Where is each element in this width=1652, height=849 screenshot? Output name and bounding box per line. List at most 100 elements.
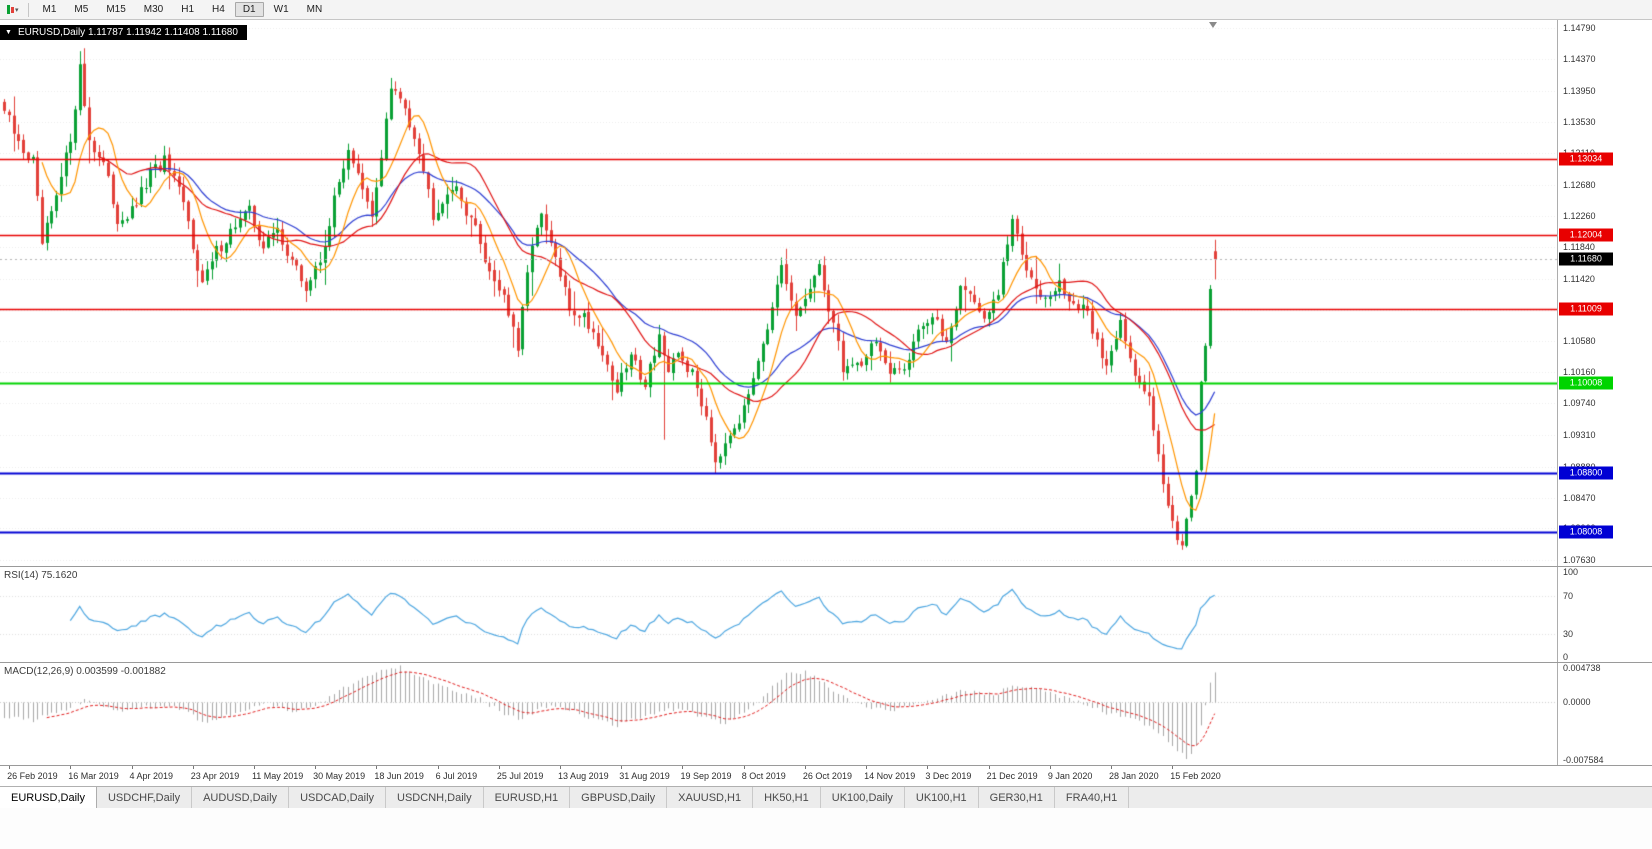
timeframe-button-w1[interactable]: W1 [273,4,289,15]
price-axis-label: 1.10160 [1563,367,1596,378]
date-label: 16 Mar 2019 [68,771,119,781]
timeframe-button-m30[interactable]: M30 [143,4,164,15]
date-tick [192,766,194,769]
date-label: 28 Jan 2020 [1109,771,1159,781]
date-tick [1111,766,1113,769]
chart-tabs-bar: EURUSD,Daily USDCHF,Daily AUDUSD,Daily USDC… [0,786,1652,808]
date-tick [70,766,72,769]
date-label: 18 Jun 2019 [374,771,424,781]
date-tick [621,766,623,769]
hline-price-tag: 1.10008 [1559,376,1613,390]
date-label: 14 Nov 2019 [864,771,916,781]
timeframe-button-mn[interactable]: MN [306,4,323,15]
date-tick [866,766,868,769]
date-label: 31 Aug 2019 [619,771,670,781]
price-axis-label: 1.11420 [1563,273,1595,284]
chart-tab-fra40-h1[interactable]: FRA40,H1 [1055,787,1130,808]
chart-tab-uk100-daily[interactable]: UK100,Daily [821,787,905,808]
date-label: 8 Oct 2019 [741,771,786,781]
hline-price-tag: 1.13034 [1559,152,1613,166]
chart-tab-audusd-daily[interactable]: AUDUSD,Daily [192,787,290,808]
macd-axis-label: -0.007584 [1563,755,1604,765]
date-label: 30 May 2019 [313,771,366,781]
date-tick [131,766,133,769]
price-axis-label: 1.14370 [1563,54,1596,65]
price-axis-label: 1.11840 [1563,242,1595,253]
date-label: 21 Dec 2019 [986,771,1038,781]
date-tick [560,766,562,769]
date-tick [498,766,500,769]
date-tick [315,766,317,769]
date-label: 26 Oct 2019 [802,771,852,781]
chart-tab-usdcad-daily[interactable]: USDCAD,Daily [289,787,387,808]
macd-axis: 0.004738 0.0000 -0.007584 [1557,663,1652,765]
timeframe-button-m5[interactable]: M5 [74,4,89,15]
chevron-down-icon: ▾ [15,6,19,14]
rsi-canvas[interactable] [0,567,1557,662]
date-tick [437,766,439,769]
date-tick [253,766,255,769]
date-tick [1049,766,1051,769]
new-chart-icon[interactable]: ▾ [3,4,23,15]
chart-tab-hk50-h1[interactable]: HK50,H1 [753,787,821,808]
timeframe-button-m15[interactable]: M15 [106,4,126,15]
date-tick [376,766,378,769]
chart-tab-eurusd-h1[interactable]: EURUSD,H1 [484,787,571,808]
date-label: 13 Aug 2019 [558,771,609,781]
current-price-tag: 1.11680 [1559,252,1613,266]
date-label: 9 Jan 2020 [1047,771,1093,781]
timeframe-button-h1[interactable]: H1 [181,4,195,15]
chart-tab-usdcnh-daily[interactable]: USDCNH,Daily [386,787,484,808]
rsi-label: RSI(14) 75.1620 [4,570,78,581]
date-label: 6 Jul 2019 [435,771,478,781]
date-tick [682,766,684,769]
chart-tab-xauusd-h1[interactable]: XAUUSD,H1 [667,787,754,808]
date-label: 11 May 2019 [251,771,304,781]
date-tick [988,766,990,769]
chart-shift-marker[interactable] [1209,22,1217,28]
chart-ohlc-text: EURUSD,Daily 1.11787 1.11942 1.11408 1.1… [17,27,238,38]
timeframe-button-m1[interactable]: M1 [42,4,57,15]
rsi-axis-label: 100 [1563,567,1579,577]
price-axis-label: 1.13950 [1563,85,1596,96]
date-tick [1172,766,1174,769]
chart-tab-uk100-h1[interactable]: UK100,H1 [905,787,979,808]
date-axis: 26 Feb 2019 16 Mar 2019 4 Apr 2019 23 Apr 2… [0,765,1652,786]
date-label: 26 Feb 2019 [7,771,58,781]
hline-price-tag: 1.12004 [1559,228,1613,242]
timeframe-button-h4[interactable]: H4 [212,4,225,15]
macd-axis-label: 0.0000 [1563,697,1591,708]
macd-label: MACD(12,26,9) 0.003599 -0.001882 [4,666,166,677]
price-axis-label: 1.07630 [1563,555,1596,566]
price-axis-label: 1.14790 [1563,23,1596,34]
collapse-triangle-icon: ▼ [5,29,12,36]
chart-tab-eurusd-daily[interactable]: EURUSD,Daily [0,787,97,808]
date-label: 25 Jul 2019 [496,771,544,781]
hline-price-tag: 1.11009 [1559,302,1613,316]
chart-tab-ger30-h1[interactable]: GER30,H1 [979,787,1055,808]
price-panel: ▼ EURUSD,Daily 1.11787 1.11942 1.11408 1… [0,20,1652,566]
macd-panel: MACD(12,26,9) 0.003599 -0.001882 0.00473… [0,662,1652,765]
price-chart-canvas[interactable] [0,20,1557,566]
date-label: 19 Sep 2019 [680,771,732,781]
hline-price-tag: 1.08800 [1559,466,1613,480]
macd-axis-label: 0.004738 [1563,663,1601,673]
date-label: 4 Apr 2019 [129,771,174,781]
hline-price-tag: 1.08008 [1559,525,1613,539]
price-axis: 1.147901.143701.139501.135301.131101.126… [1557,20,1652,566]
bottom-empty-area [0,808,1652,849]
rsi-panel: RSI(14) 75.1620 100 70 30 0 [0,566,1652,662]
timeframe-toolbar: M1 M5 M15 M30 H1 H4 D1 W1 MN [34,2,332,17]
timeframe-button-d1[interactable]: D1 [234,2,264,17]
date-label: 15 Feb 2020 [1170,771,1221,781]
chart-tab-usdchf-daily[interactable]: USDCHF,Daily [97,787,193,808]
chart-title-bar[interactable]: ▼ EURUSD,Daily 1.11787 1.11942 1.11408 1… [0,25,247,40]
price-axis-label: 1.09310 [1563,430,1596,441]
macd-canvas[interactable] [0,663,1557,765]
toolbar: ▾ M1 M5 M15 M30 H1 H4 D1 W1 MN [0,0,1652,20]
date-tick [9,766,11,769]
chart-tab-gbpusd-daily[interactable]: GBPUSD,Daily [570,787,668,808]
rsi-axis-label: 0 [1563,652,1569,662]
price-axis-label: 1.10580 [1563,335,1596,346]
